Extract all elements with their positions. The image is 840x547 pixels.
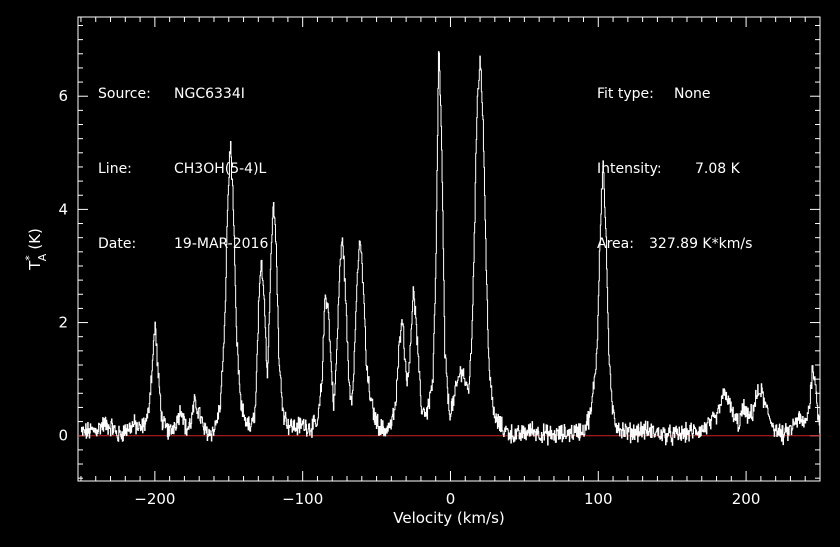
line-label: Line: (98, 161, 132, 177)
line-value: CH3OH(5-4)L (174, 161, 267, 177)
y-axis-label-main: T (26, 260, 44, 271)
fit-type-label: Fit type: (597, 86, 654, 102)
x-tick-label: 100 (584, 490, 613, 508)
x-axis-label: Velocity (km/s) (393, 509, 504, 527)
source-value: NGC6334I (174, 86, 245, 102)
x-tick-label: −100 (282, 490, 323, 508)
date-value: 19-MAR-2016 (174, 236, 269, 252)
y-axis-label-sup: * (23, 255, 36, 261)
date-label: Date: (98, 236, 137, 252)
x-tick-label: 200 (732, 490, 761, 508)
x-tick-label: −200 (134, 490, 175, 508)
spectrum-line (80, 51, 821, 446)
header-date-row: Date: 19-MAR-2016 (98, 232, 268, 257)
header-source-row: Source: NGC6334I (98, 82, 268, 107)
y-tick-label: 0 (58, 427, 68, 445)
header-intensity-row: Intensity: 7.08 K (597, 157, 752, 182)
source-label: Source: (98, 86, 151, 102)
plot-frame (77, 16, 821, 482)
intensity-label: Intensity: (597, 161, 662, 177)
header-line-row: Line: CH3OH(5-4)L (98, 157, 268, 182)
y-axis-label: T*A (K) (23, 228, 49, 271)
header-area-row: Area: 327.89 K*km/s (597, 232, 752, 257)
x-tick-label: 0 (446, 490, 456, 508)
header-left: Source: NGC6334I Line: CH3OH(5-4)L Date: 19… (98, 32, 268, 282)
header-right: Fit type: None Intensity: 7.08 K Area: 327.… (597, 32, 752, 282)
y-tick-label: 6 (58, 87, 68, 105)
axis-ticks (78, 17, 821, 481)
intensity-value: 7.08 K (695, 161, 740, 177)
y-tick-label: 2 (58, 314, 68, 332)
y-axis-label-unit: (K) (26, 228, 44, 250)
y-axis-label-sub: A (36, 253, 49, 261)
y-tick-label: 4 (58, 200, 68, 218)
area-value: 327.89 K*km/s (649, 236, 753, 252)
fit-type-value: None (674, 86, 711, 102)
area-label: Area: (597, 236, 634, 252)
header-fit-row: Fit type: None (597, 82, 752, 107)
axis-tick-labels: −200 −100 0 100 200 0 2 4 6 (58, 87, 760, 508)
